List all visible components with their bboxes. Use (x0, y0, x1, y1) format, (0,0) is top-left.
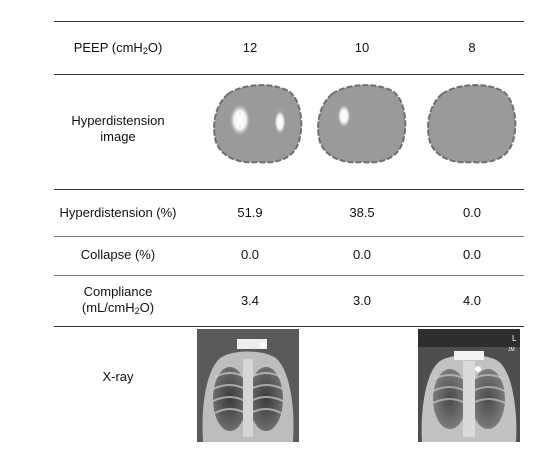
xray-marker-l: L (512, 334, 517, 343)
hyperdistension-value-1: 51.9 (237, 205, 263, 220)
compliance-value-3: 4.0 (462, 293, 482, 308)
xray-top-band (418, 329, 520, 347)
lung-outline (317, 84, 407, 164)
mediastinum (243, 359, 253, 437)
peep-value-2: 10 (354, 40, 370, 55)
compliance-unit-sub: 2 (134, 306, 140, 316)
hotspot-right (274, 109, 286, 135)
xray-marker-jm: JM (508, 347, 515, 353)
hyperdistension-image-label-line2: image (100, 129, 136, 144)
collapse-value-3: 0.0 (462, 247, 482, 262)
lung-outline (213, 84, 303, 164)
xray-image-peep-12 (197, 329, 299, 442)
lung-image-peep-8 (427, 84, 517, 164)
compliance-label-line1: Compliance (83, 284, 153, 299)
neck-tubes (237, 339, 267, 349)
lung-outline (427, 84, 517, 164)
compliance-value-2: 3.0 (352, 293, 372, 308)
hyperdistension-image-label-line1: Hyperdistension (71, 113, 165, 128)
ecg-lead (475, 366, 481, 372)
left-lung-field (213, 367, 247, 431)
compliance-unit-main: (mL/cmH (81, 300, 135, 315)
ecg-lead (260, 342, 266, 348)
hyperdistension-image-label: Hyperdistension image (54, 113, 182, 145)
hyperdistension-label: Hyperdistension (%) (59, 205, 177, 220)
peep-label-end: O) (147, 40, 163, 55)
top-rule (54, 21, 524, 22)
peep-value-3: 8 (468, 40, 476, 55)
compliance-label: Compliance (mL/cmH2O) (54, 284, 182, 316)
xray-label: X-ray (102, 369, 134, 384)
neck-tubes (454, 351, 484, 360)
rule-after-compliance (54, 326, 524, 327)
hyperdistension-value-3: 0.0 (462, 205, 482, 220)
compliance-unit-end: O) (139, 300, 155, 315)
hyperdistension-value-2: 38.5 (349, 205, 375, 220)
peep-label-main: PEEP (cmH (73, 40, 143, 55)
mediastinum (463, 361, 475, 437)
rule-after-hyperdistension (54, 236, 524, 237)
rule-after-peep (54, 74, 524, 75)
collapse-value-2: 0.0 (352, 247, 372, 262)
rule-after-collapse (54, 275, 524, 276)
ribs (212, 372, 284, 414)
peep-label: PEEP (cmH2O) (54, 40, 182, 56)
collapse-label: Collapse (%) (80, 247, 156, 262)
right-lung-field (249, 367, 283, 431)
peep-value-1: 12 (242, 40, 258, 55)
xray-image-peep-8: L JM (418, 329, 520, 442)
lung-image-peep-10 (317, 84, 407, 164)
compliance-value-1: 3.4 (240, 293, 260, 308)
hotspot-center (337, 104, 351, 128)
compliance-label-line2: (mL/cmH2O) (54, 300, 182, 316)
rule-after-images (54, 189, 524, 190)
ribs (432, 374, 506, 404)
lung-image-peep-12 (213, 84, 303, 164)
hotspot-left (229, 103, 251, 137)
collapse-value-1: 0.0 (240, 247, 260, 262)
peep-label-sub: 2 (142, 46, 148, 56)
